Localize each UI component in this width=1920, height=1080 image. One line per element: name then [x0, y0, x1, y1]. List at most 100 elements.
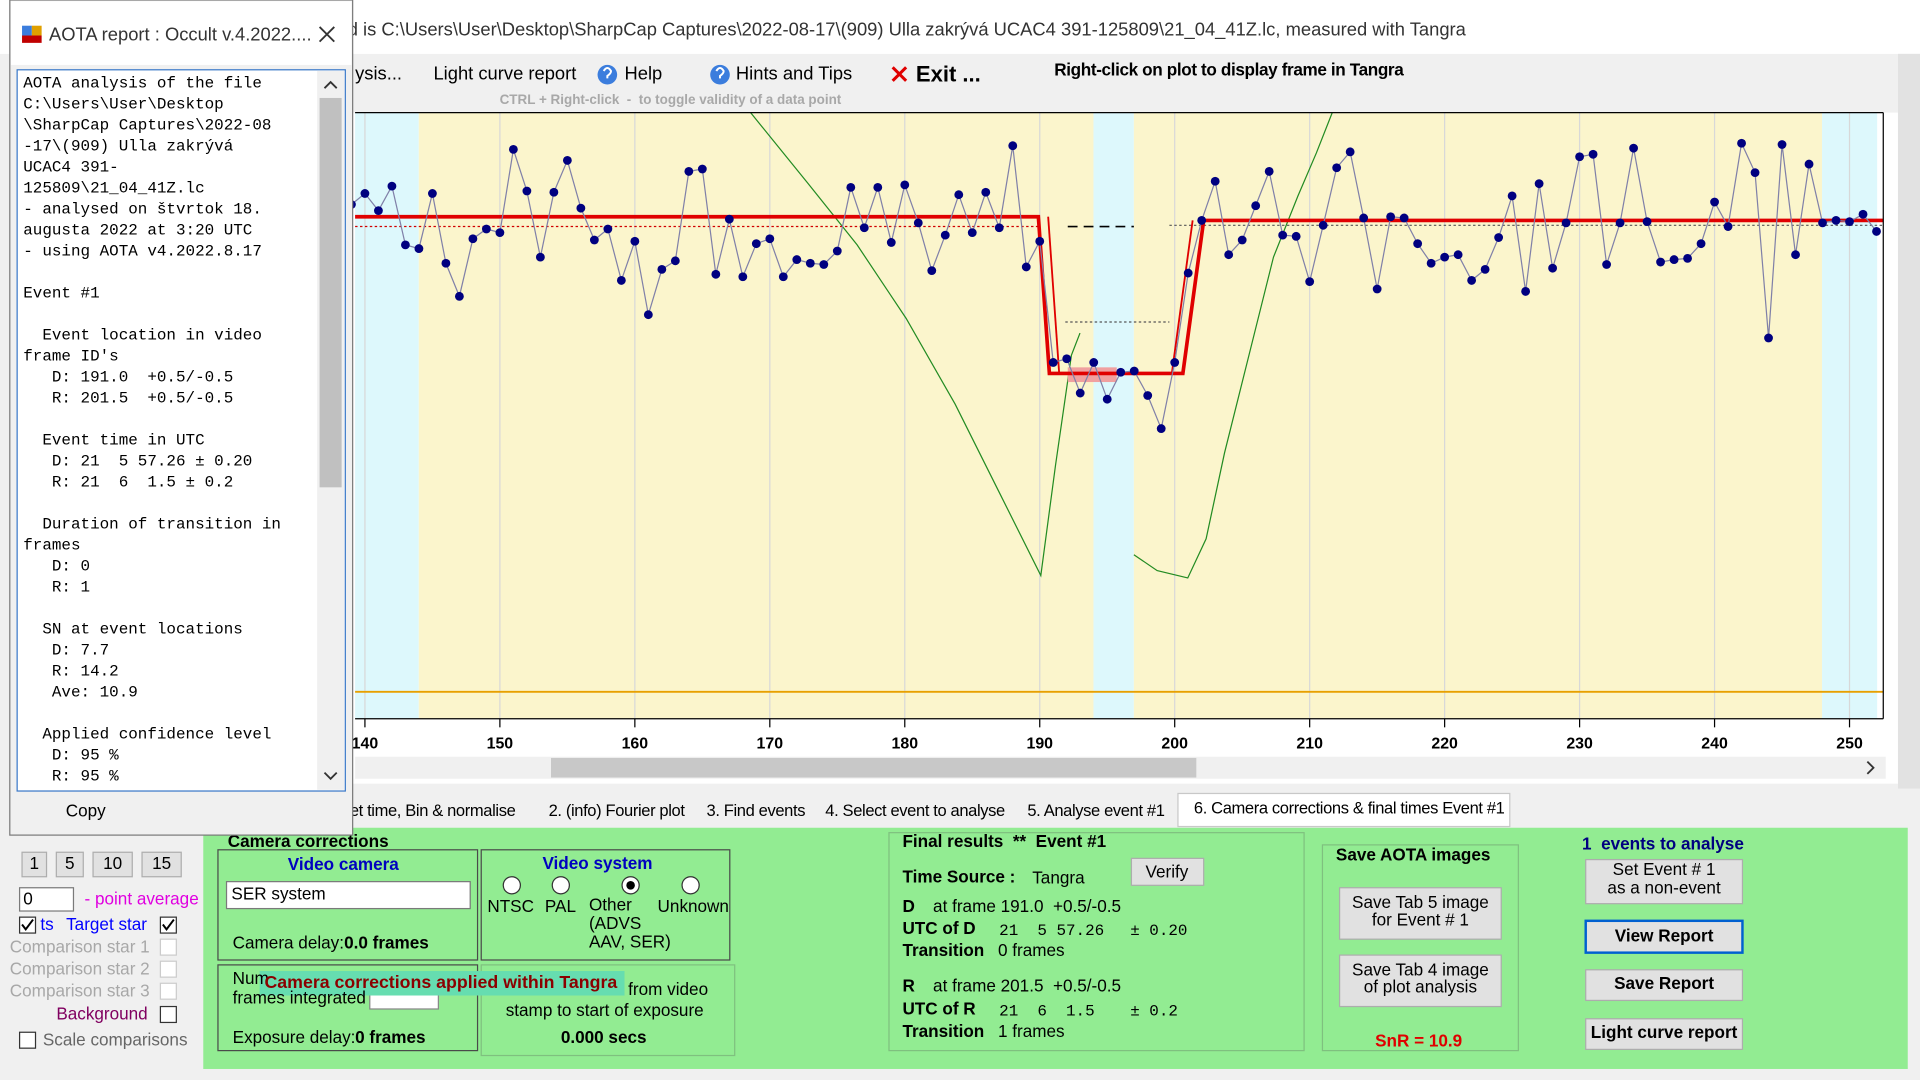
data-point[interactable] [927, 266, 937, 276]
data-point[interactable] [1521, 287, 1531, 296]
active-tab[interactable] [1177, 792, 1511, 828]
data-point[interactable] [1656, 257, 1665, 267]
data-point[interactable] [1170, 358, 1180, 367]
data-point[interactable] [1021, 262, 1031, 272]
data-point[interactable] [1777, 140, 1787, 149]
data-point[interactable] [778, 272, 788, 282]
data-point[interactable] [1062, 354, 1072, 364]
save-report-button[interactable] [1585, 969, 1744, 1002]
data-point[interactable] [1480, 264, 1490, 274]
verify-button[interactable] [1130, 857, 1205, 886]
data-point[interactable] [1602, 260, 1611, 269]
data-point[interactable] [1210, 176, 1220, 186]
data-point[interactable] [1305, 277, 1315, 287]
report-scroll-thumb[interactable] [319, 97, 342, 488]
data-point[interactable] [1872, 227, 1881, 236]
data-point[interactable] [1008, 141, 1018, 151]
data-point[interactable] [1440, 252, 1450, 262]
scroll-arrows[interactable] [323, 80, 338, 781]
data-point[interactable] [414, 244, 424, 253]
average-select[interactable] [18, 887, 75, 912]
data-point[interactable] [1723, 222, 1733, 231]
data-point[interactable] [1048, 358, 1058, 367]
data-point[interactable] [1683, 253, 1692, 263]
data-point[interactable] [1818, 218, 1827, 228]
data-point[interactable] [1345, 147, 1355, 157]
data-point[interactable] [401, 240, 410, 250]
data-point[interactable] [1642, 217, 1652, 227]
data-point[interactable] [805, 258, 815, 268]
camera-select[interactable] [225, 881, 471, 910]
data-point[interactable] [1332, 163, 1342, 173]
data-point[interactable] [562, 156, 572, 165]
data-point[interactable] [1669, 255, 1679, 264]
data-point[interactable] [1804, 159, 1814, 169]
non-event-button[interactable] [1585, 858, 1744, 905]
data-point[interactable] [1399, 213, 1409, 223]
checkbox[interactable] [159, 938, 177, 956]
checkbox[interactable] [159, 982, 177, 1000]
data-point[interactable] [495, 228, 505, 238]
data-point[interactable] [374, 206, 383, 216]
data-point[interactable] [1075, 388, 1085, 398]
data-point[interactable] [1318, 220, 1328, 230]
data-point[interactable] [616, 276, 626, 285]
data-point[interactable] [724, 214, 734, 224]
data-point[interactable] [1629, 143, 1638, 153]
average-button[interactable] [55, 851, 84, 878]
data-point[interactable] [684, 167, 694, 176]
data-point[interactable] [1237, 235, 1247, 245]
data-point[interactable] [1494, 233, 1504, 242]
data-point[interactable] [994, 223, 1004, 233]
data-point[interactable] [630, 236, 640, 246]
data-point[interactable] [1845, 217, 1854, 227]
average-button[interactable] [92, 851, 133, 878]
data-point[interactable] [1224, 250, 1234, 260]
data-point[interactable] [508, 144, 518, 154]
data-point[interactable] [1750, 168, 1760, 178]
data-point[interactable] [819, 260, 829, 269]
data-point[interactable] [1386, 212, 1396, 222]
data-point[interactable] [522, 186, 532, 196]
data-point[interactable] [387, 181, 397, 191]
data-point[interactable] [697, 164, 707, 174]
data-point[interactable] [535, 252, 545, 262]
data-point[interactable] [765, 234, 775, 244]
data-point[interactable] [1197, 216, 1207, 225]
data-point[interactable] [1359, 213, 1369, 223]
data-point[interactable] [481, 224, 491, 234]
data-point[interactable] [900, 180, 910, 190]
radio[interactable] [551, 876, 570, 895]
data-point[interactable] [1116, 367, 1126, 377]
data-point[interactable] [427, 189, 437, 198]
data-point[interactable] [873, 182, 883, 192]
data-point[interactable] [886, 238, 896, 247]
data-point[interactable] [1251, 201, 1261, 211]
data-point[interactable] [1183, 268, 1193, 278]
save-tab5-button[interactable] [1338, 887, 1502, 940]
data-point[interactable] [1156, 424, 1166, 433]
data-point[interactable] [1426, 258, 1436, 268]
data-point[interactable] [967, 228, 977, 238]
data-point[interactable] [832, 246, 842, 256]
data-point[interactable] [454, 291, 464, 301]
data-point[interactable] [738, 272, 748, 282]
data-point[interactable] [1534, 179, 1544, 189]
data-point[interactable] [1467, 276, 1477, 285]
data-point[interactable] [751, 239, 761, 249]
data-point[interactable] [1291, 231, 1301, 241]
data-point[interactable] [441, 258, 451, 268]
checkbox[interactable] [18, 1031, 37, 1049]
data-point[interactable] [913, 218, 923, 228]
data-point[interactable] [589, 235, 599, 245]
lc-report-button[interactable] [1585, 1018, 1744, 1050]
data-point[interactable] [1035, 236, 1045, 246]
scroll-right[interactable] [1866, 760, 1875, 775]
data-point[interactable] [1588, 149, 1598, 159]
data-point[interactable] [1129, 366, 1139, 376]
data-point[interactable] [846, 182, 856, 192]
data-point[interactable] [1791, 250, 1800, 260]
report-textbox[interactable] [16, 69, 346, 792]
data-point[interactable] [1696, 239, 1706, 249]
checkbox[interactable] [159, 960, 177, 978]
